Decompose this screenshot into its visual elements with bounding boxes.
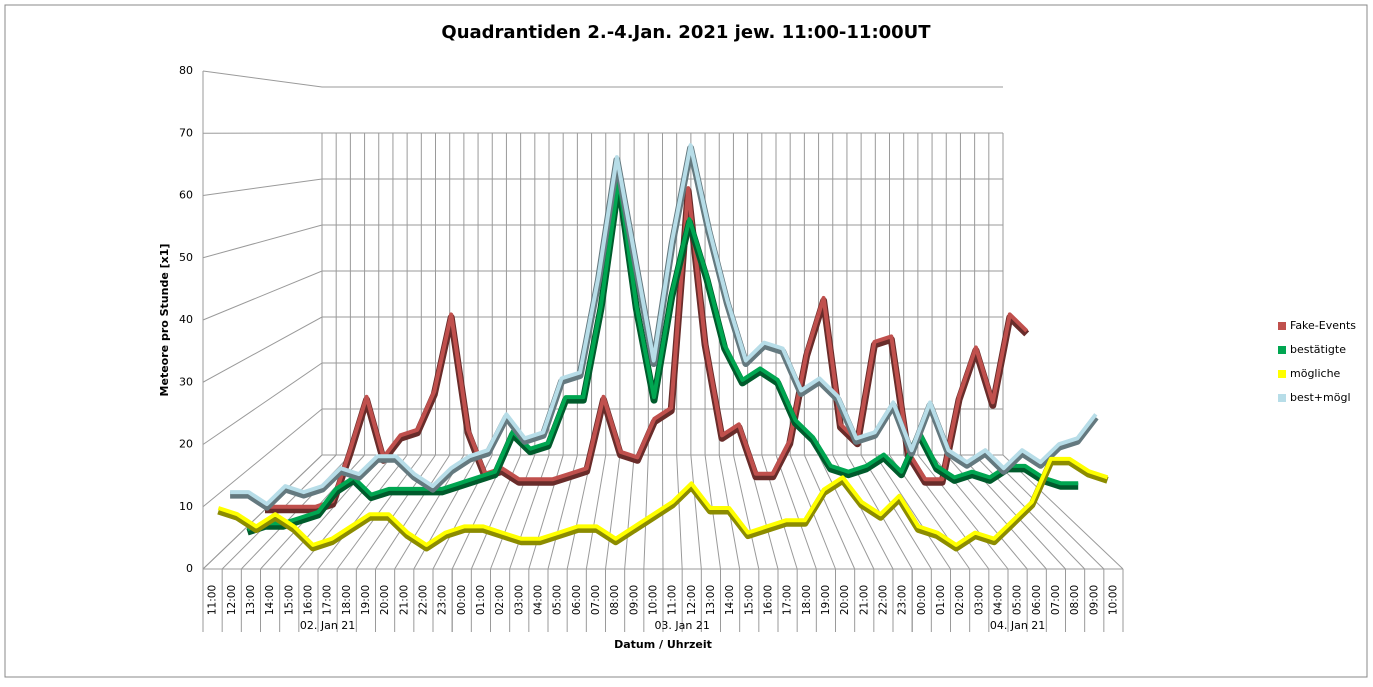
x-tick-label: 20:00: [379, 585, 391, 615]
x-tick-label: 01:00: [475, 585, 487, 615]
x-tick-label: 02:00: [954, 585, 966, 615]
x-tick-label: 22:00: [417, 585, 429, 615]
y-tick-label: 70: [179, 126, 193, 139]
x-tick-label: 03:00: [973, 585, 985, 615]
x-tick-label: 22:00: [877, 585, 889, 615]
x-tick-label: 23:00: [897, 585, 909, 615]
x-tick-label: 00:00: [916, 585, 928, 615]
legend-swatch: [1278, 370, 1286, 378]
day-label: 03. Jan 21: [654, 619, 709, 632]
legend-label: bestätigte: [1290, 343, 1346, 356]
y-tick-label: 60: [179, 189, 193, 202]
x-tick-label: 04:00: [532, 585, 544, 615]
x-tick-label: 07:00: [590, 585, 602, 615]
legend-swatch: [1278, 346, 1286, 354]
x-tick-label: 20:00: [839, 585, 851, 615]
y-axis-label: Meteore pro Stunde [x1]: [158, 244, 171, 397]
x-tick-label: 00:00: [456, 585, 468, 615]
y-tick-label: 20: [179, 438, 193, 451]
x-tick-label: 06:00: [571, 585, 583, 615]
x-tick-label: 07:00: [1050, 585, 1062, 615]
y-tick-label: 80: [179, 64, 193, 77]
x-tick-label: 11:00: [667, 585, 679, 615]
x-tick-label: 17:00: [782, 585, 794, 615]
x-tick-label: 14:00: [264, 585, 276, 615]
x-tick-label: 21:00: [398, 585, 410, 615]
x-tick-label: 01:00: [935, 585, 947, 615]
x-tick-label: 05:00: [1012, 585, 1024, 615]
x-tick-label: 23:00: [437, 585, 449, 615]
x-tick-label: 08:00: [609, 585, 621, 615]
x-tick-label: 08:00: [1069, 585, 1081, 615]
y-tick-label: 30: [179, 375, 193, 388]
x-tick-label: 21:00: [858, 585, 870, 615]
legend-swatch: [1278, 322, 1286, 330]
x-tick-label: 02:00: [494, 585, 506, 615]
x-tick-label: 13:00: [245, 585, 257, 615]
chart-border: [5, 5, 1367, 677]
x-tick-label: 03:00: [513, 585, 525, 615]
day-label: 04. Jan 21: [990, 619, 1045, 632]
x-tick-label: 12:00: [686, 585, 698, 615]
y-tick-label: 10: [179, 500, 193, 513]
x-tick-label: 10:00: [647, 585, 659, 615]
x-tick-label: 14:00: [724, 585, 736, 615]
x-tick-label: 12:00: [226, 585, 238, 615]
x-tick-label: 10:00: [1107, 585, 1119, 615]
x-axis-label: Datum / Uhrzeit: [614, 638, 712, 651]
x-tick-label: 16:00: [302, 585, 314, 615]
y-tick-label: 0: [186, 562, 193, 575]
x-tick-label: 17:00: [322, 585, 334, 615]
x-tick-label: 09:00: [1088, 585, 1100, 615]
x-tick-label: 15:00: [283, 585, 295, 615]
x-tick-label: 04:00: [992, 585, 1004, 615]
x-tick-label: 09:00: [628, 585, 640, 615]
x-tick-label: 18:00: [341, 585, 353, 615]
x-tick-label: 15:00: [743, 585, 755, 615]
x-tick-label: 16:00: [762, 585, 774, 615]
y-tick-label: 50: [179, 251, 193, 264]
x-tick-label: 05:00: [552, 585, 564, 615]
legend-swatch: [1278, 394, 1286, 402]
y-tick-label: 40: [179, 313, 193, 326]
day-label: 02. Jan 21: [300, 619, 355, 632]
x-tick-label: 19:00: [820, 585, 832, 615]
x-tick-label: 11:00: [207, 585, 219, 615]
legend-label: mögliche: [1290, 367, 1341, 380]
legend-label: Fake-Events: [1290, 319, 1356, 332]
x-tick-label: 13:00: [705, 585, 717, 615]
x-tick-label: 06:00: [1031, 585, 1043, 615]
x-tick-label: 19:00: [360, 585, 372, 615]
chart-title: Quadrantiden 2.-4.Jan. 2021 jew. 11:00-1…: [441, 22, 931, 43]
x-tick-label: 18:00: [801, 585, 813, 615]
legend-label: best+mögl: [1290, 391, 1351, 404]
